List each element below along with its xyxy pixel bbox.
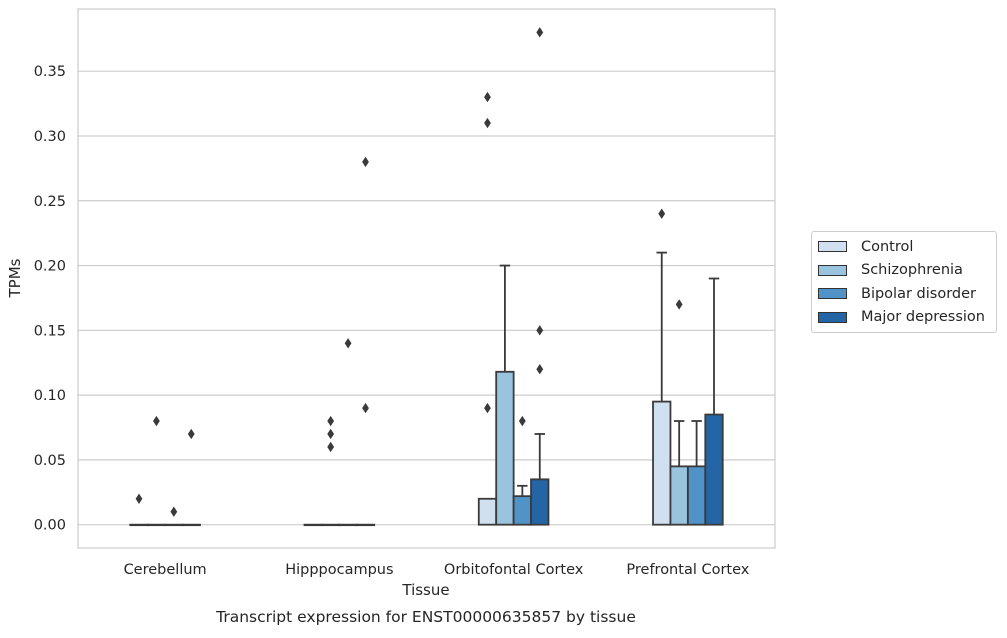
outlier-point — [484, 402, 491, 414]
outlier-point — [344, 338, 352, 349]
x-tick-label: Prefrontal Cortex — [626, 562, 749, 578]
legend-swatch-major-depression — [818, 311, 847, 323]
bars-layer — [129, 251, 724, 527]
bar-bipolar-disorder — [338, 523, 358, 527]
outlier-point — [658, 208, 666, 219]
bar-control — [652, 400, 672, 526]
outlier-point — [484, 117, 491, 129]
legend-swatch-control — [818, 241, 847, 253]
bar-bipolar-disorder — [686, 465, 707, 526]
y-tick-label: 0.25 — [34, 194, 66, 210]
legend-label-control: Control — [861, 238, 914, 255]
y-tick-label: 0.35 — [34, 64, 66, 80]
outlier-layer — [135, 27, 683, 517]
legend: Control Schizophrenia Bipolar disorder M… — [811, 231, 997, 333]
x-tick-label: Cerebellum — [124, 562, 207, 578]
legend-swatch-bipolar-disorder — [818, 288, 847, 300]
outlier-point — [362, 402, 369, 414]
outlier-point — [518, 415, 526, 427]
y-tick-label: 0.10 — [34, 388, 66, 404]
outlier-point — [187, 428, 195, 440]
outlier-point — [536, 363, 544, 375]
legend-item-major-depression: Major depression — [812, 306, 996, 330]
outlier-point — [327, 428, 335, 440]
outlier-point — [362, 156, 369, 168]
x-tick-label: Orbitofontal Cortex — [444, 562, 584, 578]
legend-item-bipolar-disorder: Bipolar disorder — [812, 282, 996, 306]
y-tick-label: 0.20 — [34, 259, 66, 275]
plot-frame — [77, 8, 776, 549]
legend-label-bipolar-disorder: Bipolar disorder — [861, 285, 976, 302]
y-tick-label: 0.15 — [34, 323, 66, 339]
bar-schizophrenia — [669, 465, 689, 526]
outlier-point — [135, 493, 143, 504]
bar-control — [477, 497, 498, 526]
bar-control — [303, 523, 323, 527]
x-axis-label: Tissue — [401, 581, 449, 599]
legend-swatch-schizophrenia — [818, 264, 847, 276]
x-tick-labels: Cerebellum Hipppocampus Orbitofontal Corte… — [124, 562, 750, 578]
bar-major-depression — [704, 413, 724, 526]
legend-item-control: Control — [812, 235, 996, 259]
bar-major-depression — [181, 523, 201, 527]
bar-major-depression — [355, 523, 376, 527]
y-axis-label: TPMs — [6, 258, 24, 298]
bar-schizophrenia — [495, 370, 515, 526]
y-tick-label: 0.05 — [34, 453, 66, 469]
y-tick-label: 0.00 — [34, 518, 66, 534]
legend-label-schizophrenia: Schizophrenia — [861, 262, 963, 279]
x-tick-label: Hipppocampus — [285, 562, 393, 578]
chart-title: Transcript expression for ENST0000063585… — [215, 608, 636, 626]
outlier-point — [327, 415, 335, 427]
outlier-point — [536, 27, 544, 38]
bar-bipolar-disorder — [164, 523, 184, 527]
y-tick-label: 0.30 — [34, 129, 66, 145]
legend-label-major-depression: Major depression — [861, 309, 985, 326]
bar-schizophrenia — [146, 523, 167, 527]
outlier-point — [675, 299, 683, 310]
bar-major-depression — [530, 478, 550, 526]
legend-item-schizophrenia: Schizophrenia — [812, 259, 996, 283]
y-tick-labels: 0.00 0.05 0.10 0.15 0.20 0.25 0.30 0.35 — [34, 64, 66, 533]
bar-control — [129, 523, 149, 527]
outlier-point — [153, 415, 160, 427]
bar-bipolar-disorder — [512, 495, 532, 526]
outlier-point — [536, 325, 544, 336]
outlier-point — [484, 91, 491, 103]
outlier-point — [327, 441, 335, 453]
bar-schizophrenia — [321, 523, 341, 527]
outlier-point — [170, 506, 178, 517]
